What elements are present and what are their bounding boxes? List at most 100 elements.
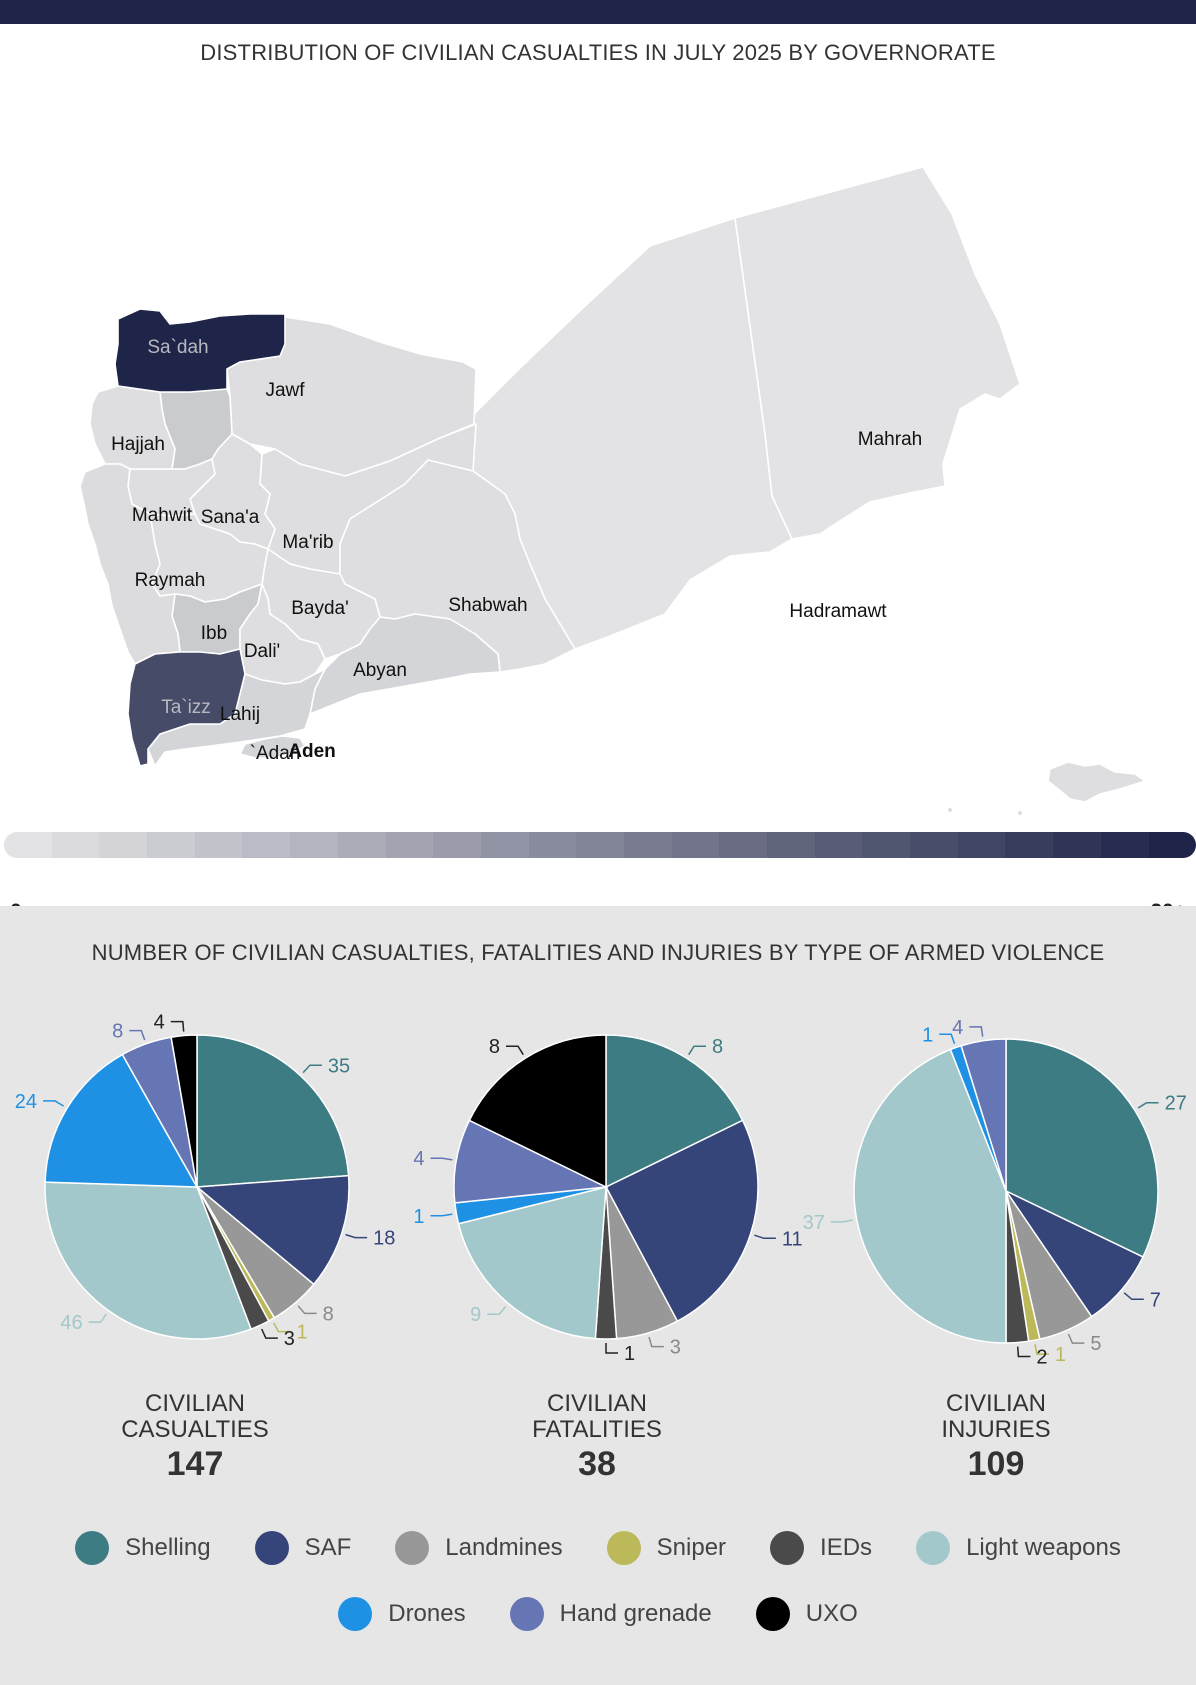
caption-total: 109 [967, 1445, 1025, 1483]
label-mahrah: Mahrah [858, 429, 922, 450]
pie-value-label-landmines: 8 [323, 1303, 334, 1325]
scale-step [910, 832, 958, 858]
pie-leader-landmines [648, 1336, 664, 1348]
label-sadah: Sa`dah [147, 337, 208, 358]
label-ibb: Ibb [201, 623, 227, 644]
legend-item-uxo[interactable]: UXO [755, 1597, 858, 1631]
scale-step [576, 832, 624, 858]
pie-slice-drones[interactable] [44, 1053, 199, 1188]
scale-step [51, 832, 100, 858]
pie-leader-light [487, 1306, 507, 1315]
legend-item-saf[interactable]: SAF [254, 1531, 352, 1565]
gov-taizz[interactable] [127, 648, 246, 767]
top-bar [0, 0, 1196, 24]
pie-value-label-uxo: 4 [154, 1012, 165, 1034]
pie-leader-grenade [129, 1029, 146, 1041]
scale-step [767, 832, 815, 858]
label-abyan: Abyan [353, 660, 407, 681]
pie-leader-ieds [261, 1328, 278, 1339]
pie-slice-light[interactable] [44, 1181, 252, 1340]
legend-label: Hand grenade [559, 1600, 712, 1627]
pie-slice-grenade[interactable] [453, 1119, 609, 1204]
scale-step [290, 832, 338, 858]
label-lahij: Lahij [220, 704, 260, 725]
pie-value-label-drones: 1 [922, 1024, 933, 1046]
pie-slice-shelling[interactable] [196, 1034, 350, 1188]
legend-label: SAF [304, 1534, 352, 1561]
pie-value-label-grenade: 8 [112, 1021, 123, 1043]
pie-value-label-grenade: 4 [413, 1148, 424, 1170]
label-bayda: Bayda' [291, 598, 349, 619]
pie-value-label-light: 9 [470, 1304, 481, 1326]
legend-item-ieds[interactable]: IEDs [770, 1531, 872, 1565]
pie-value-label-saf: 7 [1150, 1289, 1161, 1311]
pie-slice-saf[interactable] [195, 1174, 350, 1286]
legend-label: IEDs [820, 1534, 873, 1561]
gov-mahrah[interactable] [734, 166, 1021, 540]
legend-item-grenade[interactable]: Hand grenade [509, 1597, 712, 1631]
pie-slice-light[interactable] [853, 1048, 1007, 1344]
pie-leader-drones [43, 1100, 64, 1107]
legend-item-shelling[interactable]: Shelling [75, 1531, 211, 1565]
pie-leader-ieds [1016, 1346, 1031, 1358]
label-adan: `Adan [250, 743, 301, 764]
legend-label: Shelling [125, 1534, 211, 1561]
pie-slice-saf[interactable] [604, 1119, 759, 1323]
pie-leader-uxo [170, 1020, 185, 1032]
yemen-map: Sa`dah Ta`izz Jawf Hajjah Mahwit Sana'a … [79, 166, 1146, 815]
caption-casualties: CIVILIAN CASUALTIES 147 [45, 1391, 345, 1484]
pie-slice-uxo[interactable] [170, 1034, 198, 1188]
pie-value-label-ieds: 1 [624, 1343, 635, 1365]
scale-step [862, 832, 911, 858]
scale-step [433, 832, 481, 858]
pie-slice-shelling[interactable] [605, 1034, 744, 1189]
scale-step [719, 832, 767, 858]
legend-item-light[interactable]: Light weapons [916, 1531, 1121, 1565]
pie-value-label-light: 37 [803, 1212, 825, 1234]
label-marib: Ma'rib [282, 532, 333, 553]
legend-item-sniper[interactable]: Sniper [606, 1531, 726, 1565]
caption-line2: FATALITIES [532, 1416, 662, 1443]
pie-slice-shelling[interactable] [1005, 1038, 1159, 1258]
label-raymah: Raymah [135, 570, 206, 591]
pie-value-label-uxo: 8 [489, 1036, 500, 1058]
caption-line1: CIVILIAN [546, 1390, 648, 1417]
scale-step [337, 832, 386, 858]
scale-step [1053, 832, 1101, 858]
pie-slice-uxo[interactable] [468, 1034, 607, 1189]
gov-adan[interactable] [239, 735, 306, 759]
caption-total: 38 [578, 1445, 616, 1483]
scale-step [147, 832, 195, 858]
pie-leader-ieds [605, 1343, 618, 1354]
legend-item-drones[interactable]: Drones [338, 1597, 466, 1631]
legend-label: Landmines [445, 1534, 563, 1561]
color-scale-bar [4, 832, 1196, 858]
pie-leader-grenade [969, 1026, 984, 1037]
pie-slice-light[interactable] [457, 1186, 607, 1340]
scale-step [242, 832, 291, 858]
scale-step [623, 832, 672, 858]
caption-line2: INJURIES [941, 1416, 1051, 1443]
pie-value-label-grenade: 4 [952, 1017, 963, 1039]
pie-leader-shelling [302, 1064, 322, 1074]
pie-value-label-landmines: 5 [1090, 1333, 1101, 1355]
pie-slice-grenade[interactable] [960, 1038, 1007, 1192]
map-panel: DISTRIBUTION OF CIVILIAN CASUALTIES IN J… [0, 24, 1196, 923]
gov-socotra[interactable] [1047, 761, 1146, 803]
label-dali: Dali' [244, 641, 280, 662]
label-jawf: Jawf [265, 380, 305, 401]
label-shabwah: Shabwah [448, 595, 527, 616]
legend-item-landmines[interactable]: Landmines [395, 1531, 563, 1565]
pie-leader-saf [1123, 1292, 1144, 1301]
legend-swatch [395, 1531, 430, 1565]
pie-leader-shelling [688, 1045, 706, 1056]
caption-injuries: CIVILIAN INJURIES 109 [846, 1391, 1146, 1484]
gov-sadah[interactable] [114, 308, 286, 393]
legend-swatch [338, 1597, 373, 1631]
scale-step [194, 832, 243, 858]
scale-step [814, 832, 863, 858]
pie-value-label-ieds: 3 [284, 1328, 295, 1350]
scale-step [4, 832, 52, 858]
